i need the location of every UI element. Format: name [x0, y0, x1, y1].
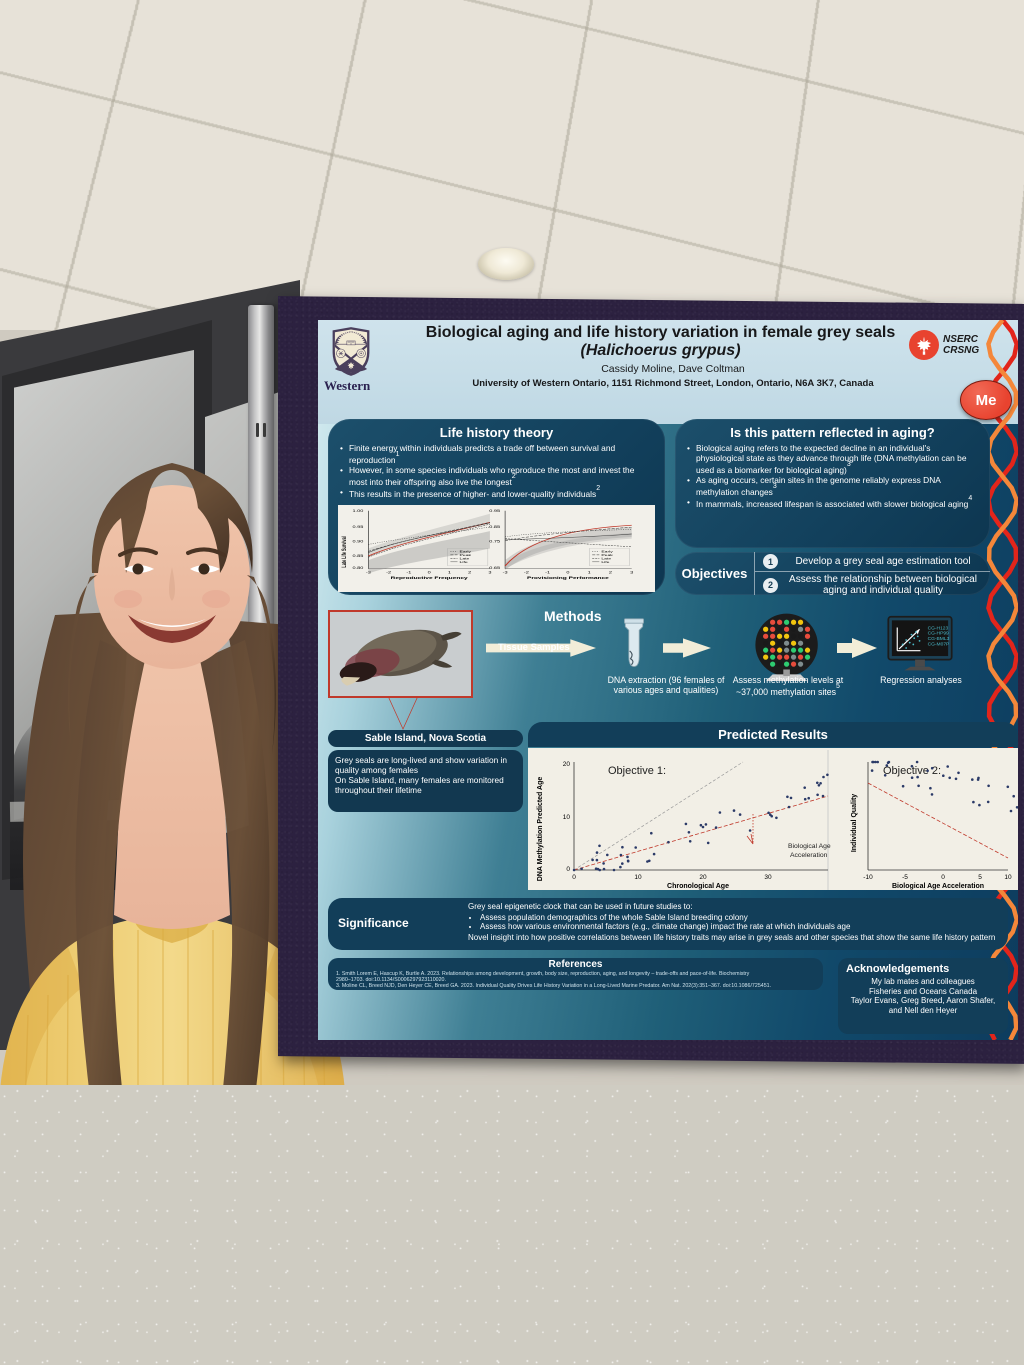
svg-text:0: 0 — [566, 866, 570, 873]
svg-text:-2: -2 — [524, 571, 530, 575]
svg-text:-1: -1 — [545, 571, 551, 575]
svg-text:0.90: 0.90 — [353, 540, 364, 544]
svg-text:0: 0 — [572, 874, 576, 881]
svg-text:10: 10 — [563, 814, 571, 821]
svg-text:10: 10 — [1004, 874, 1012, 881]
svg-text:1.00: 1.00 — [353, 509, 364, 513]
svg-text:CG-H123: CG-H123 — [928, 625, 949, 631]
svg-text:10: 10 — [634, 874, 642, 881]
svg-text:0.85: 0.85 — [353, 554, 364, 558]
svg-text:Objective 1:: Objective 1: — [608, 765, 666, 777]
svg-text:CG-BML3: CG-BML3 — [928, 636, 950, 642]
svg-text:0.80: 0.80 — [353, 566, 364, 570]
svg-text:-2: -2 — [386, 571, 392, 575]
svg-text:5: 5 — [978, 874, 982, 881]
svg-text:Provisioning Performance: Provisioning Performance — [527, 576, 609, 580]
svg-text:0.95: 0.95 — [353, 525, 364, 529]
svg-text:DNA Methylation Predicted Age: DNA Methylation Predicted Age — [537, 777, 544, 882]
svg-text:20: 20 — [563, 761, 571, 768]
svg-text:0.85: 0.85 — [489, 525, 500, 529]
svg-text:-1: -1 — [406, 571, 412, 575]
svg-text:CG-M07P: CG-M07P — [928, 641, 950, 647]
svg-text:20: 20 — [699, 874, 707, 881]
svg-text:Biological Age Acceleration: Biological Age Acceleration — [892, 883, 984, 890]
svg-text:CG-HP99: CG-HP99 — [928, 631, 949, 637]
svg-text:Individual Quality: Individual Quality — [851, 794, 858, 852]
svg-text:Life: Life — [460, 560, 469, 564]
svg-text:Acceleration: Acceleration — [790, 852, 828, 859]
svg-text:-10: -10 — [863, 874, 873, 881]
svg-text:0.95: 0.95 — [489, 509, 500, 513]
svg-text:Chronological Age: Chronological Age — [667, 883, 729, 890]
svg-text:-5: -5 — [902, 874, 908, 881]
svg-text:Life: Life — [601, 560, 610, 564]
svg-text:-3: -3 — [503, 571, 509, 575]
svg-text:0: 0 — [941, 874, 945, 881]
svg-text:Late Life Survival: Late Life Survival — [341, 536, 348, 568]
svg-text:Biological Age: Biological Age — [788, 843, 831, 850]
svg-text:0.75: 0.75 — [489, 540, 500, 544]
svg-text:30: 30 — [764, 874, 772, 881]
svg-text:Reproductive Frequency: Reproductive Frequency — [391, 576, 468, 580]
svg-text:0.65: 0.65 — [489, 566, 500, 570]
